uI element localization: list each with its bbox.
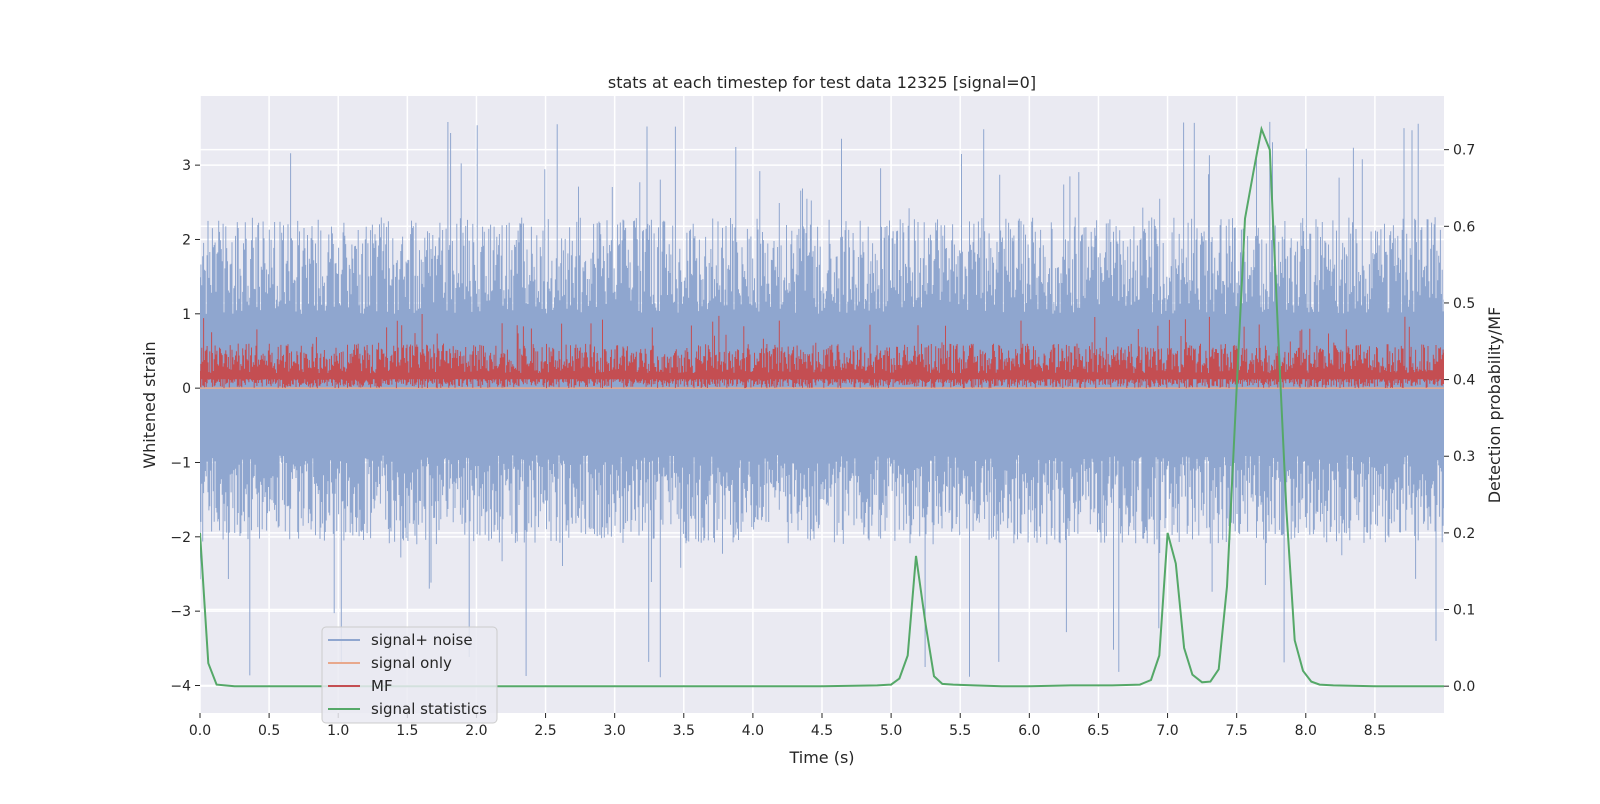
y-right-tick-label: 0.3 <box>1453 449 1475 465</box>
mf-line <box>200 314 1444 389</box>
x-tick-label: 1.0 <box>327 723 349 739</box>
y-tick-label: 0 <box>182 381 191 397</box>
y-axis-left-ticks: −4 −3 −2 −1 0 1 2 3 <box>170 158 200 694</box>
series-signal-statistics <box>200 125 1444 688</box>
x-axis-ticks: 0.0 0.5 1.0 1.5 2.0 2.5 3.0 3.5 4.0 4.5 5.0 5.5 6.0 6… <box>189 713 1386 739</box>
y-right-tick-label: 0.2 <box>1453 526 1475 542</box>
x-tick-label: 0.0 <box>189 723 211 739</box>
y-right-tick-label: 0.4 <box>1453 373 1475 389</box>
x-axis-label: Time (s) <box>788 748 854 767</box>
x-tick-label: 7.5 <box>1226 723 1248 739</box>
legend-label-mf: MF <box>371 677 393 695</box>
y-tick-label: −1 <box>170 455 191 471</box>
y-axis-right-label: Detection probability/MF <box>1485 307 1504 504</box>
y-tick-label: −4 <box>170 678 191 694</box>
x-tick-label: 6.5 <box>1087 723 1109 739</box>
series-mf <box>200 314 1444 389</box>
legend: signal+ noise signal only MF signal stat… <box>321 626 498 724</box>
x-tick-label: 8.0 <box>1295 723 1317 739</box>
legend-box <box>321 626 498 724</box>
y-tick-label: 2 <box>182 232 191 248</box>
y-right-tick-label: 0.1 <box>1453 603 1475 619</box>
y-right-tick-label: 0.5 <box>1453 296 1475 312</box>
y-axis-right-ticks: 0.0 0.1 0.2 0.3 0.4 0.5 0.6 0.7 <box>1444 143 1475 695</box>
y-right-tick-label: 0.6 <box>1453 219 1475 235</box>
x-tick-label: 2.5 <box>534 723 556 739</box>
x-tick-label: 1.5 <box>396 723 418 739</box>
x-tick-label: 5.5 <box>949 723 971 739</box>
x-tick-label: 3.0 <box>604 723 626 739</box>
x-tick-label: 4.5 <box>811 723 833 739</box>
x-tick-label: 2.0 <box>465 723 487 739</box>
x-tick-label: 7.0 <box>1156 723 1178 739</box>
y-axis-label: Whitened strain <box>140 341 159 468</box>
x-tick-label: 4.0 <box>742 723 764 739</box>
signal-statistics-line <box>200 125 1444 688</box>
y-tick-label: 1 <box>182 307 191 323</box>
y-tick-label: −2 <box>170 530 191 546</box>
chart-title: stats at each timestep for test data 123… <box>608 73 1036 92</box>
y-tick-label: −3 <box>170 604 191 620</box>
y-right-tick-label: 0.0 <box>1453 679 1475 695</box>
legend-label-signal-only: signal only <box>371 654 452 672</box>
x-tick-label: 8.5 <box>1364 723 1386 739</box>
x-tick-label: 6.0 <box>1018 723 1040 739</box>
legend-label-signal-noise: signal+ noise <box>371 631 473 649</box>
x-tick-label: 0.5 <box>258 723 280 739</box>
legend-label-signal-statistics: signal statistics <box>371 700 487 718</box>
x-tick-label: 5.0 <box>880 723 902 739</box>
y-right-tick-label: 0.7 <box>1453 143 1475 159</box>
y-tick-label: 3 <box>182 158 191 174</box>
x-tick-label: 3.5 <box>673 723 695 739</box>
